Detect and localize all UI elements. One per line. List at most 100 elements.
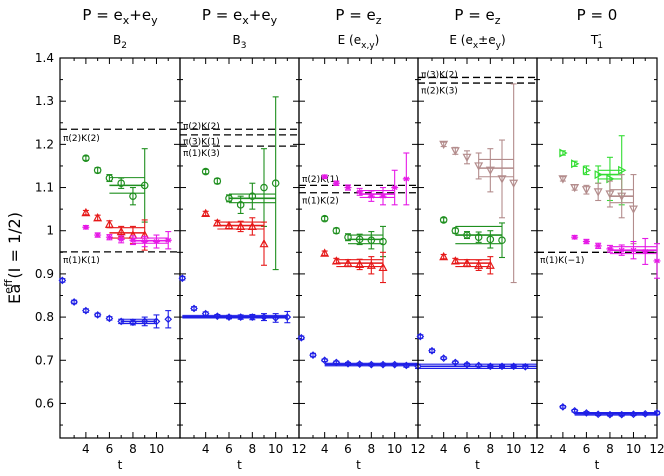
series-green [201, 96, 280, 271]
series-rosybrown [439, 83, 519, 284]
x-tick-label: 10 [268, 442, 283, 456]
data-point [190, 304, 198, 313]
data-point [344, 233, 352, 242]
series-magenta [82, 224, 172, 250]
data-point [321, 174, 329, 180]
x-tick-label: 8 [368, 442, 376, 456]
data-point [105, 234, 113, 240]
data-point [594, 243, 602, 249]
data-point [474, 162, 484, 171]
panel-title: P = ez [335, 6, 381, 27]
x-tick-label: 10 [506, 442, 521, 456]
data-point [582, 165, 592, 175]
y-tick-label: 0.7 [35, 353, 54, 367]
data-point [344, 185, 352, 191]
data-point [439, 251, 449, 261]
data-point [271, 179, 280, 188]
data-point [331, 256, 341, 265]
x-axis-label: t [356, 458, 361, 471]
panel-1: 4 6 8 10 t P = ex+ey B2 π(2)K(2) π(1)K(1) [58, 6, 181, 472]
x-tick-label: 6 [583, 442, 591, 456]
y-tick-label: 0.9 [35, 267, 54, 281]
data-point [628, 205, 638, 214]
data-point [116, 226, 126, 236]
threshold-label: π(1)K(1) [63, 256, 100, 266]
x-tick-label: 12 [291, 442, 306, 456]
data-point [485, 260, 495, 269]
data-point [81, 207, 91, 217]
threshold-label: π(3)K(2) [421, 70, 458, 80]
panel-frame [179, 57, 300, 439]
y-tick-label: 1.1 [35, 181, 54, 195]
threshold-label: π(1)K(3) [183, 149, 220, 159]
data-point [653, 409, 661, 417]
series-blue [297, 333, 422, 371]
panel-2: 4 6 8 10 12 t P = ex+ey B3 π(2)K(2) π(3)K(1) π(1)K… [178, 6, 307, 472]
data-point [571, 234, 579, 240]
series-blue [416, 332, 537, 371]
data-point [439, 216, 448, 224]
data-point [82, 224, 90, 230]
y-axis-label: Eeffa (I = 1/2) [2, 212, 24, 304]
panel-title: P = ez [454, 6, 500, 27]
y-tick-label: 0.6 [35, 396, 54, 410]
x-tick-label: 8 [129, 442, 137, 456]
series-red [201, 208, 269, 266]
series-lightgreen [559, 135, 627, 206]
data-point [509, 179, 519, 188]
data-point [140, 317, 149, 326]
data-point [451, 358, 460, 367]
data-point [93, 166, 102, 175]
data-point [379, 237, 387, 246]
threshold-label: π(2)K(2) [183, 122, 220, 132]
data-point [570, 183, 580, 193]
series-green [320, 214, 387, 258]
y-tick-label: 1.2 [35, 137, 54, 151]
x-tick-label: 10 [149, 442, 164, 456]
panel-frame [417, 57, 538, 439]
data-point [653, 258, 661, 264]
data-point [474, 233, 483, 242]
data-point [141, 239, 149, 245]
data-point [594, 170, 603, 180]
data-point [450, 147, 460, 156]
data-point [259, 238, 269, 248]
panel-subtitle: T-1 [590, 30, 603, 51]
x-tick-label: 8 [249, 442, 257, 456]
data-point [451, 226, 460, 235]
data-point [498, 362, 506, 371]
x-tick-label: 4 [559, 442, 567, 456]
data-point [558, 175, 568, 184]
data-point [105, 314, 114, 323]
data-point [582, 409, 591, 417]
series-red [320, 248, 388, 284]
series-rosybrown [558, 174, 638, 245]
threshold-label: π(2)K(2) [63, 134, 100, 144]
data-point [486, 362, 495, 371]
panel-title: P = ex+ey [202, 6, 278, 27]
data-point [581, 186, 591, 195]
data-point [509, 362, 518, 371]
data-point [117, 179, 125, 188]
series-blue [559, 403, 661, 419]
data-point [152, 239, 160, 245]
data-point [332, 226, 341, 235]
data-point [462, 153, 472, 163]
data-point [582, 239, 590, 245]
x-tick-label: 10 [387, 442, 402, 456]
data-point [497, 175, 507, 184]
x-tick-label: 4 [202, 442, 210, 456]
x-tick-label: 4 [440, 442, 448, 456]
threshold-label: π(1)K(−1) [540, 256, 584, 266]
series-magenta [571, 234, 661, 279]
data-point [606, 246, 614, 252]
series-magenta [321, 152, 410, 206]
data-point [201, 208, 211, 218]
data-point [486, 235, 495, 244]
data-point [463, 360, 471, 369]
data-point [402, 176, 410, 182]
y-tick-label: 1 [46, 224, 54, 238]
data-point [297, 333, 306, 342]
data-point [152, 317, 161, 326]
